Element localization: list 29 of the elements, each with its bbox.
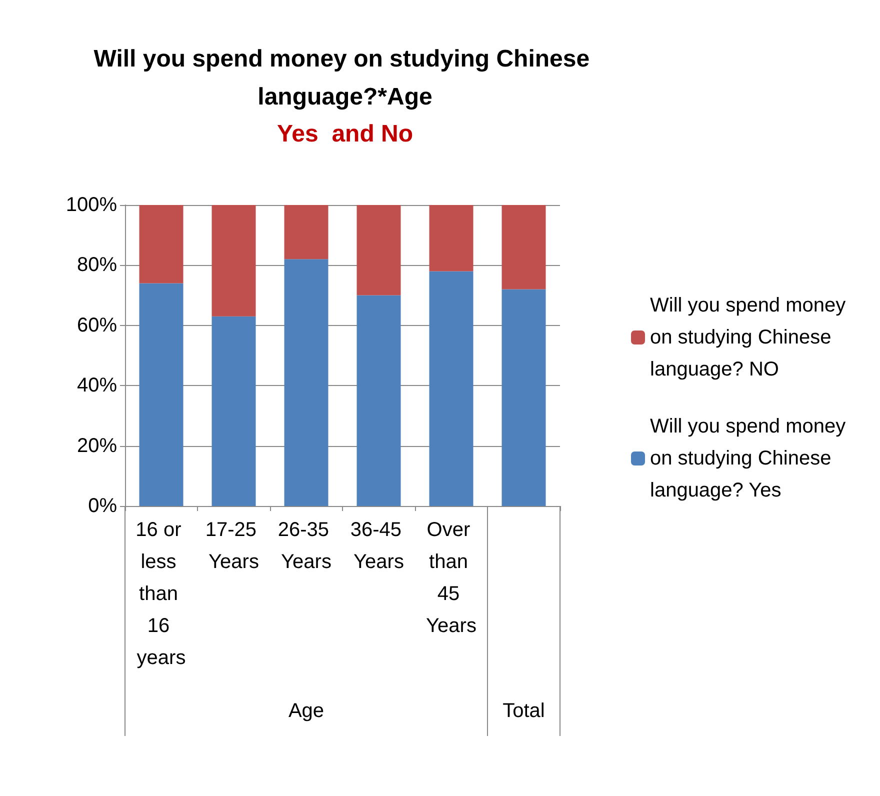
text: Total	[502, 700, 545, 722]
chart-subtitle: Yes and No	[276, 120, 414, 148]
y-tick-label: 60%	[76, 314, 118, 336]
bar	[212, 205, 256, 316]
bar	[429, 271, 474, 506]
bar	[284, 259, 328, 506]
bar	[429, 205, 474, 272]
bar	[212, 316, 256, 506]
y-tick-label: 80%	[76, 254, 118, 276]
bar	[139, 205, 184, 284]
chart-title: Will you spend money on studying Chinese language?*Age	[94, 46, 596, 110]
legend-label: Will you spend money on studying Chinese language? NO	[650, 294, 852, 380]
bar	[139, 283, 184, 506]
legend-label: Will you spend money on studying Chinese language? Yes	[650, 416, 852, 502]
x-tick-label: 36-45 Years	[350, 519, 408, 573]
x-tick-label: 26-35 Years	[278, 519, 335, 573]
y-tick-label: 0%	[88, 495, 118, 517]
bar	[356, 205, 401, 296]
y-tick-label: 100%	[66, 194, 118, 216]
y-tick-label: 20%	[76, 434, 118, 457]
bar	[284, 205, 328, 260]
bar	[502, 205, 546, 290]
bar	[356, 295, 401, 506]
x-tick-label: Over than 45 Years	[426, 519, 476, 637]
x-tick-label: 17-25 Years	[205, 519, 262, 573]
x-tick-label: 16 or less than 16 years	[136, 519, 187, 669]
text: Age	[288, 700, 324, 722]
bar	[502, 289, 546, 506]
y-tick-label: 40%	[76, 374, 118, 397]
